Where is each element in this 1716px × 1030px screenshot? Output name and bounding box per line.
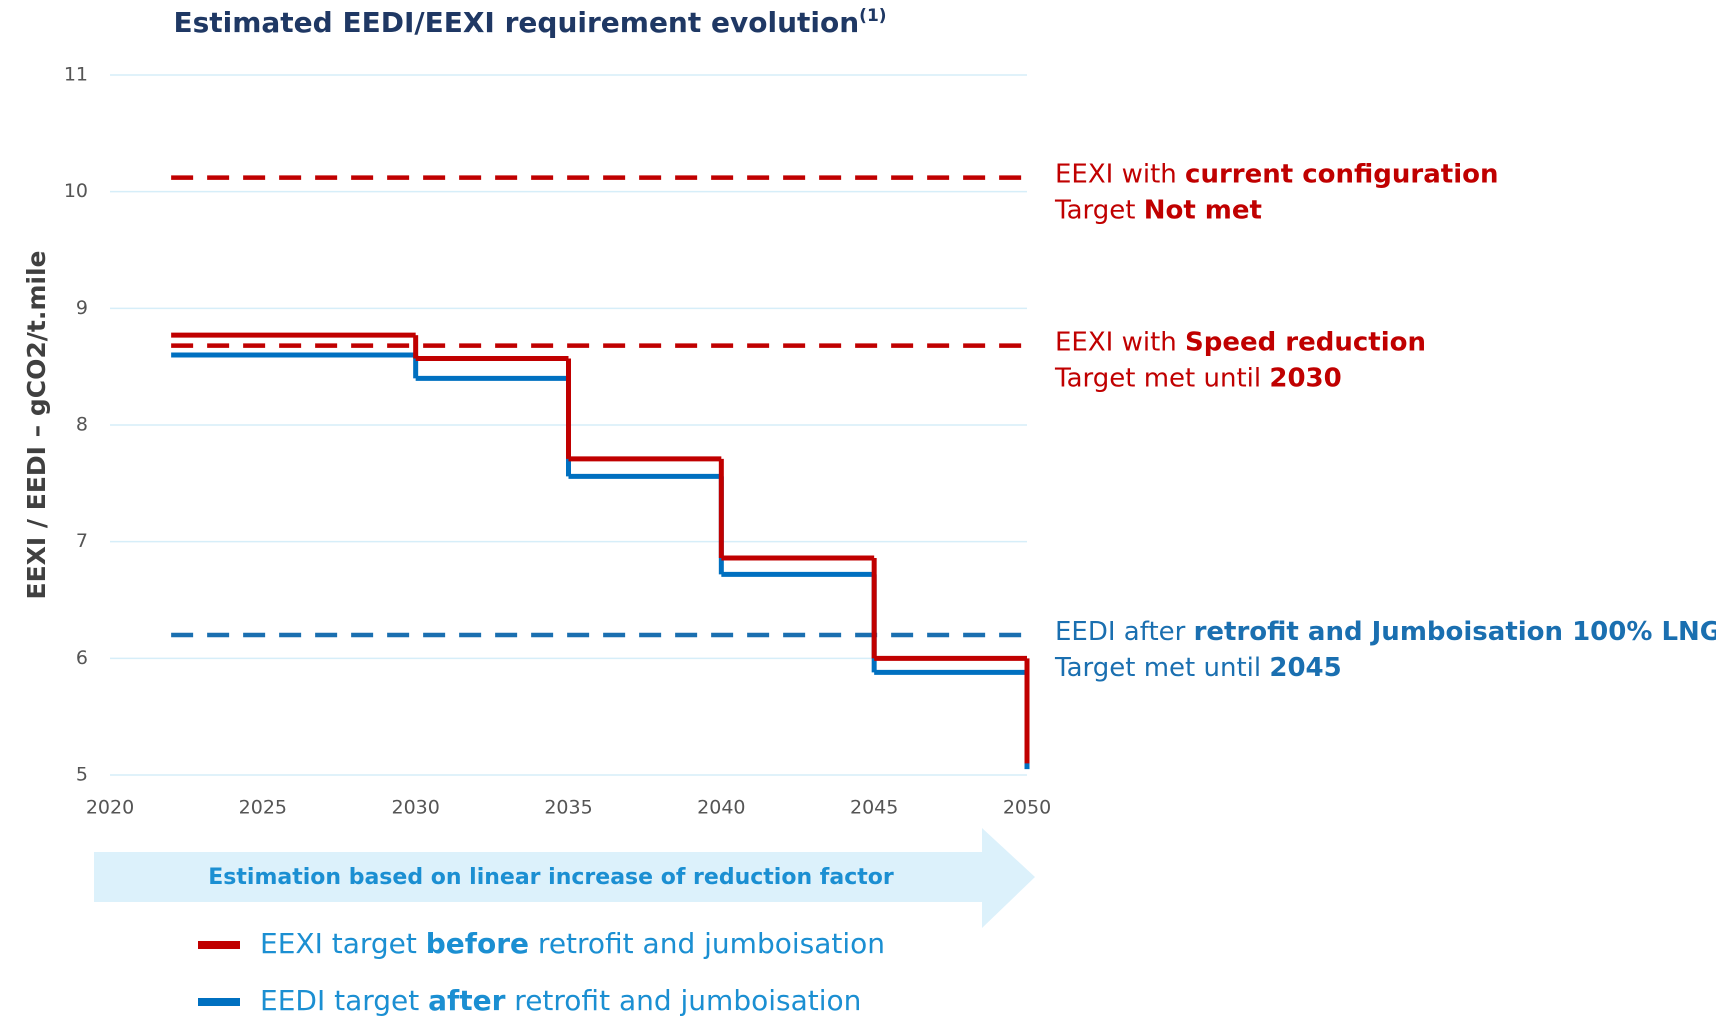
annotation-part: Target [1054,195,1144,225]
x-tick-label: 2020 [86,797,134,819]
annotation-part: retrofit and Jumboisation 100% LNG [1194,617,1716,647]
y-tick-label: 6 [76,647,88,669]
banner-text: Estimation based on linear increase of r… [208,865,894,890]
y-tick-label: 11 [64,64,88,86]
annotation-line: Target met until 2045 [1054,653,1342,683]
annotation-line: Target Not met [1054,195,1262,225]
x-tick-label: 2035 [544,797,592,819]
annotation-part: current configuration [1185,159,1498,189]
annotation-part: Speed reduction [1185,327,1426,357]
annotation-line: Target met until 2030 [1054,363,1342,393]
title-note: (1) [859,6,886,26]
annotation-part: retrofit and jumboisation [529,927,885,960]
y-tick-label: 10 [64,180,88,202]
y-tick-label: 5 [76,764,88,786]
annotation-part: Target met until [1054,653,1269,683]
annotation-line: EEDI after retrofit and Jumboisation 100… [1055,617,1716,647]
annotation-part: EEXI target [260,927,426,960]
x-tick-label: 2025 [239,797,287,819]
chart-title-group: Estimated EEDI/EEXI requirement evolutio… [173,6,886,39]
annotation-line: EEXI target before retrofit and jumboisa… [260,927,885,960]
y-axis-label: EEXI / EEDI – gCO2/t.mile [22,251,51,600]
annotation-part: retrofit and jumboisation [505,984,861,1017]
annotation-part: EEDI after [1055,617,1194,647]
annotation-part: before [426,927,529,960]
annotation-line: EEXI with current configuration [1055,159,1498,189]
annotation-part: after [428,984,505,1017]
annotation-part: EEDI target [260,984,428,1017]
y-tick-label: 8 [76,414,88,436]
annotation-line: EEXI with Speed reduction [1055,327,1426,357]
annotation-part: 2045 [1269,653,1341,683]
x-tick-label: 2045 [850,797,898,819]
chart-title: Estimated EEDI/EEXI requirement evolutio… [173,6,859,39]
x-tick-label: 2040 [697,797,745,819]
y-tick-label: 7 [76,530,88,552]
annotation-part: EEXI with [1055,159,1185,189]
annotation-part: 2030 [1269,363,1341,393]
x-tick-label: 2030 [391,797,439,819]
y-tick-label: 9 [76,297,88,319]
banner-arrow [94,828,1035,928]
annotation-part: Not met [1144,195,1262,225]
annotation-part: Target met until [1054,363,1269,393]
annotation-part: EEXI with [1055,327,1185,357]
annotation-line: EEDI target after retrofit and jumboisat… [260,984,861,1017]
x-tick-label: 2050 [1003,797,1051,819]
